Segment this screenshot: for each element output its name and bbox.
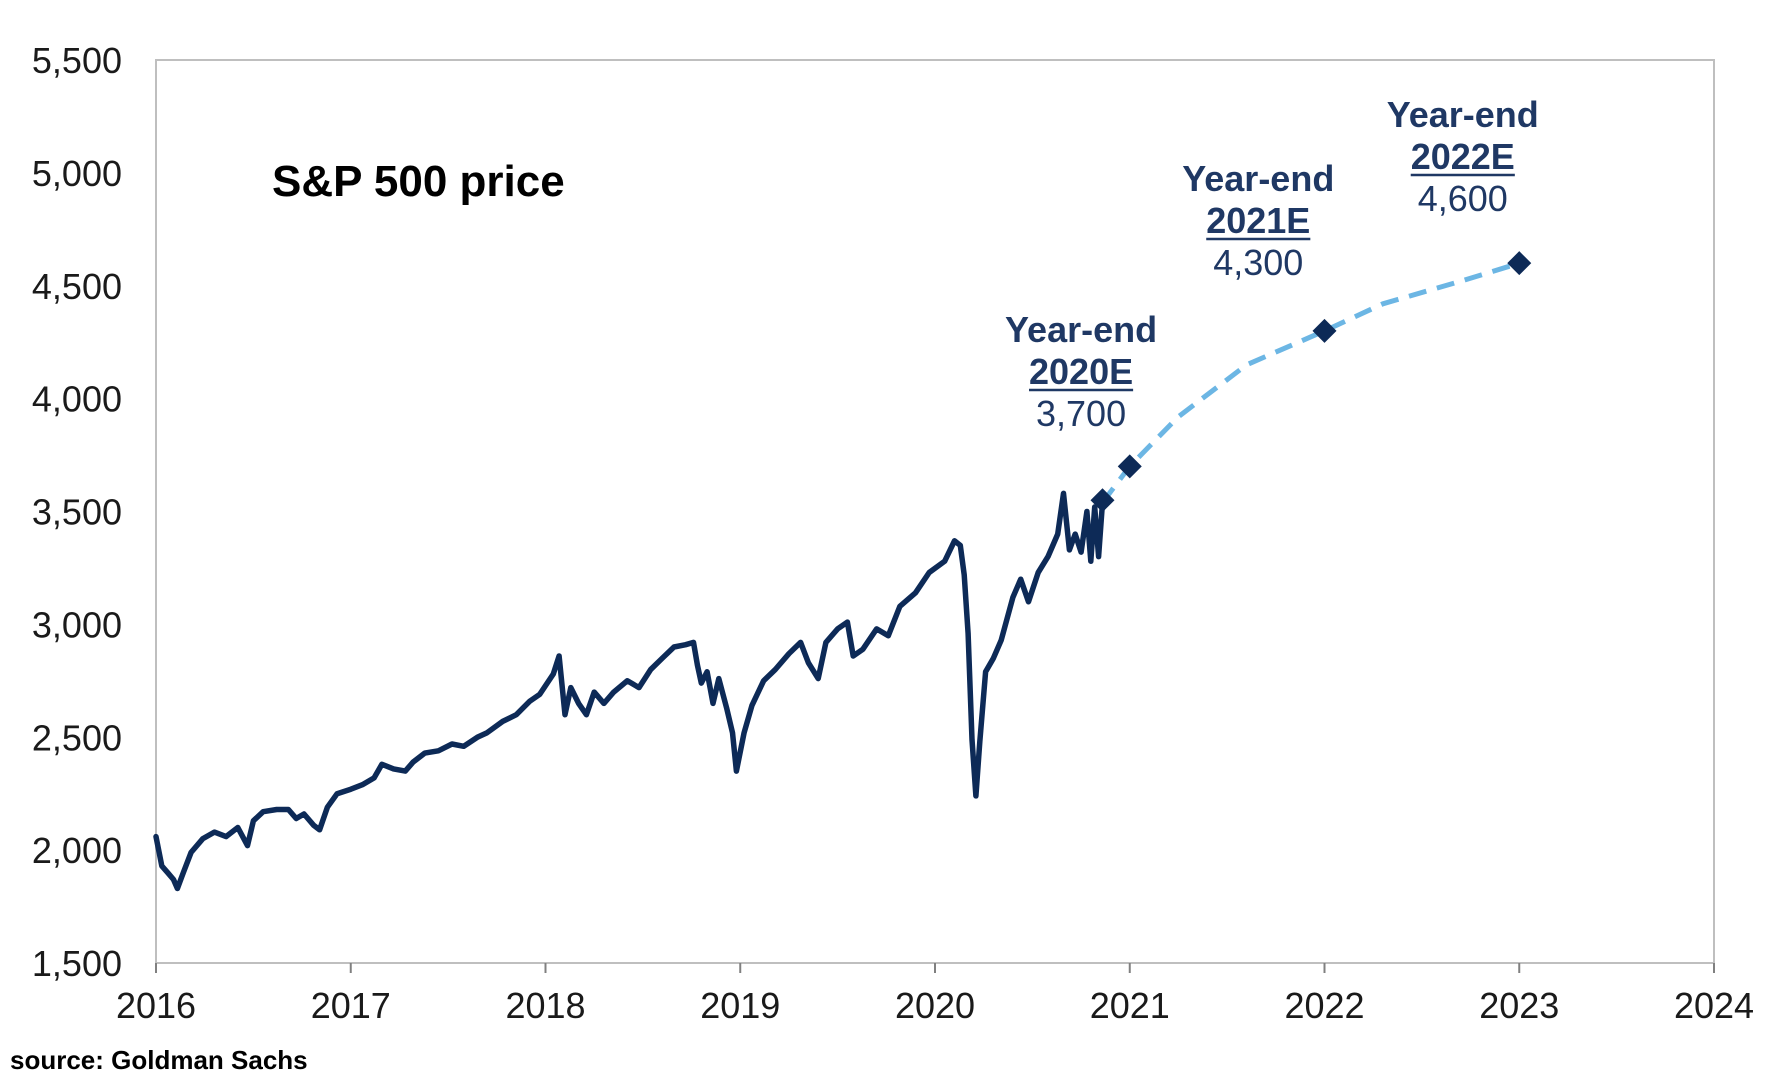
annotation-year: 2020E — [1029, 351, 1133, 392]
y-tick-label: 3,000 — [32, 604, 122, 645]
y-tick-label: 2,000 — [32, 830, 122, 871]
annotation-year: 2022E — [1411, 136, 1515, 177]
annotation-year: 2021E — [1206, 200, 1310, 241]
forecast-marker — [1312, 318, 1337, 343]
annotation-label: Year-end — [1182, 158, 1334, 199]
chart-title: S&P 500 price — [272, 157, 565, 206]
source-note: source: Goldman Sachs — [10, 1045, 308, 1075]
forecast-marker — [1117, 454, 1142, 479]
series-group — [153, 260, 1521, 892]
x-tick-label: 2016 — [116, 985, 196, 1026]
annotation-value: 4,300 — [1213, 242, 1303, 283]
x-tick-label: 2022 — [1284, 985, 1364, 1026]
x-axis: 2016 2017 2018 2019 2020 2021 2022 2023 2024 — [116, 963, 1754, 1026]
y-tick-label: 5,000 — [32, 153, 122, 194]
y-tick-label: 3,500 — [32, 492, 122, 533]
y-axis: 1,500 2,000 2,500 3,000 3,500 4,000 4,500 5,000… — [32, 40, 122, 984]
annotation-label: Year-end — [1387, 94, 1539, 135]
y-tick-label: 4,500 — [32, 266, 122, 307]
forecast-series-line — [1100, 260, 1521, 505]
forecast-marker — [1090, 488, 1115, 513]
annotation-value: 3,700 — [1036, 393, 1126, 434]
y-tick-label: 1,500 — [32, 943, 122, 984]
annotation-value: 4,600 — [1418, 178, 1508, 219]
annotation-label: Year-end — [1005, 309, 1157, 350]
x-tick-label: 2023 — [1479, 985, 1559, 1026]
y-tick-label: 5,500 — [32, 40, 122, 81]
marker-group — [1090, 251, 1532, 513]
x-tick-label: 2018 — [505, 985, 585, 1026]
x-tick-label: 2017 — [311, 985, 391, 1026]
forecast-marker — [1507, 251, 1532, 276]
x-tick-label: 2019 — [700, 985, 780, 1026]
x-tick-label: 2024 — [1674, 985, 1754, 1026]
y-tick-label: 4,000 — [32, 379, 122, 420]
y-tick-label: 2,500 — [32, 717, 122, 758]
annotation-group: Year-end2020E3,700Year-end2021E4,300Year… — [1005, 94, 1539, 434]
x-tick-label: 2020 — [895, 985, 975, 1026]
x-tick-label: 2021 — [1090, 985, 1170, 1026]
price-series-line — [153, 490, 1106, 892]
